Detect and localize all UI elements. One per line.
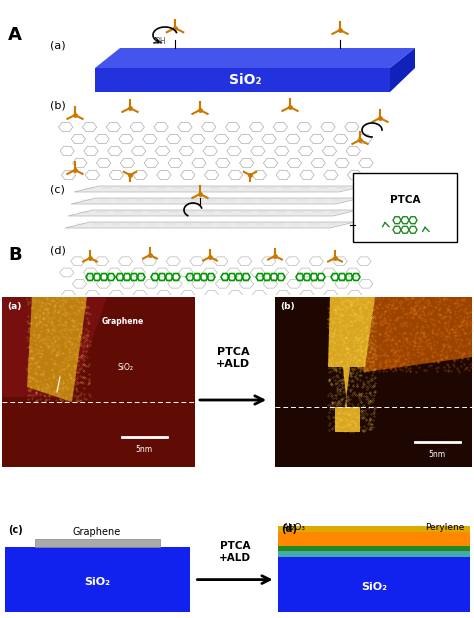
Polygon shape — [335, 297, 472, 372]
Polygon shape — [328, 297, 375, 432]
Text: 5nm: 5nm — [184, 489, 201, 498]
Text: PTCA
+ALD: PTCA +ALD — [216, 347, 250, 369]
Text: (a): (a) — [7, 302, 21, 311]
Bar — [278, 557, 470, 612]
Polygon shape — [95, 48, 415, 68]
Bar — [278, 532, 470, 546]
Text: SiO₂: SiO₂ — [84, 577, 110, 587]
Text: SiO₂: SiO₂ — [117, 363, 133, 371]
Polygon shape — [74, 186, 364, 192]
Text: PTCA: PTCA — [390, 195, 420, 205]
Text: A: A — [8, 26, 22, 44]
Bar — [278, 546, 470, 551]
Text: (c): (c) — [50, 185, 65, 195]
Text: Al₂O₃: Al₂O₃ — [283, 523, 306, 532]
Text: Graphene: Graphene — [102, 318, 144, 326]
Text: SiO₂: SiO₂ — [361, 582, 387, 592]
Polygon shape — [95, 68, 390, 92]
Bar — [5, 547, 190, 612]
Text: 5nm: 5nm — [428, 450, 446, 459]
FancyBboxPatch shape — [353, 173, 457, 242]
Text: SiO₂: SiO₂ — [229, 73, 261, 87]
Text: 5nm: 5nm — [136, 445, 153, 454]
Polygon shape — [71, 198, 361, 204]
Text: (a): (a) — [50, 40, 65, 50]
Polygon shape — [65, 222, 355, 228]
Text: (b): (b) — [50, 100, 66, 110]
Text: B: B — [8, 246, 22, 264]
Text: (d): (d) — [281, 524, 297, 534]
Text: OH: OH — [154, 38, 166, 46]
Text: Perylene: Perylene — [426, 523, 465, 532]
Polygon shape — [390, 48, 415, 92]
Text: PTCA
+ALD: PTCA +ALD — [219, 541, 251, 563]
Bar — [35, 539, 160, 547]
Text: 5nm: 5nm — [463, 489, 474, 498]
Polygon shape — [2, 297, 107, 397]
Text: (c): (c) — [8, 525, 23, 535]
Text: (b): (b) — [280, 302, 295, 311]
Text: Graphene: Graphene — [73, 527, 121, 537]
Text: (d): (d) — [50, 245, 66, 255]
Bar — [278, 551, 470, 557]
Bar — [278, 526, 470, 532]
Polygon shape — [68, 210, 358, 216]
Polygon shape — [27, 297, 87, 402]
